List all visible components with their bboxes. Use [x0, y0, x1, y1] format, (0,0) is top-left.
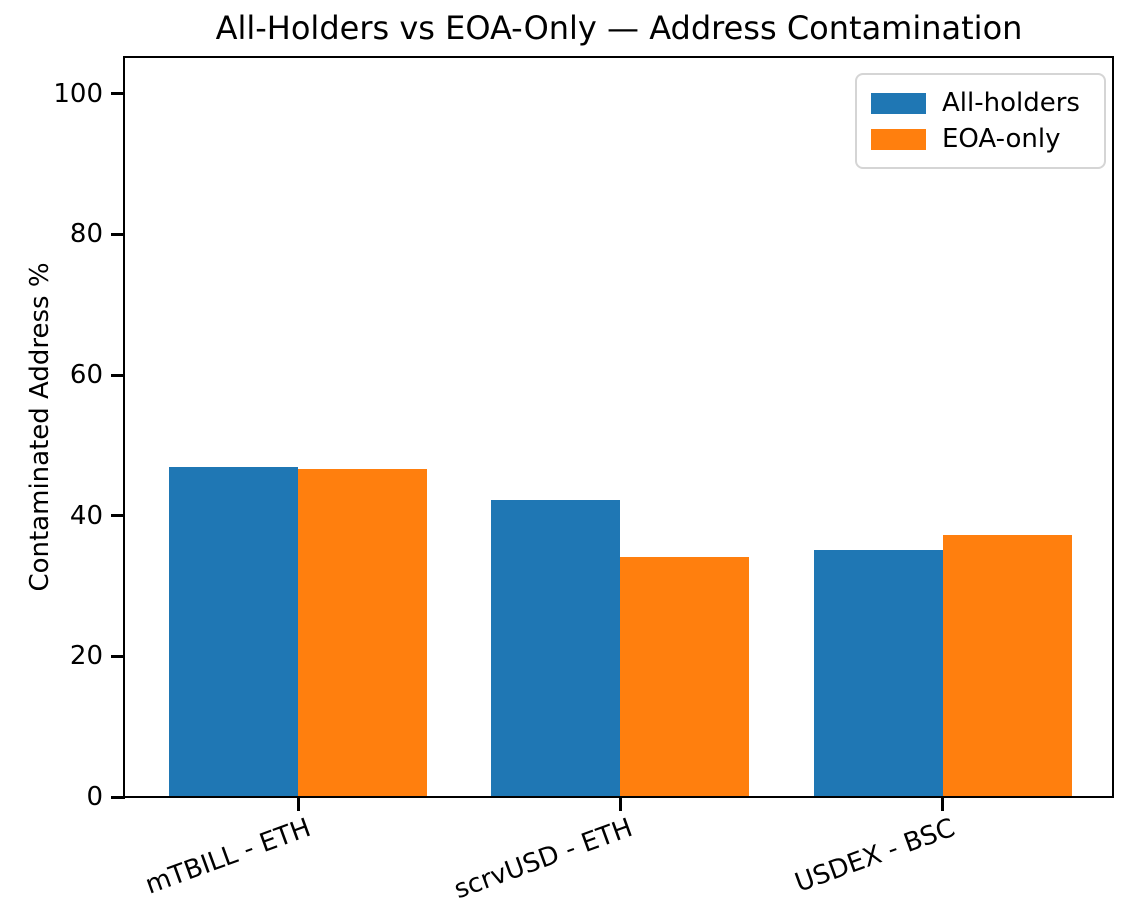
bar-eoa-only	[942, 534, 1072, 797]
legend: All-holders EOA-only	[855, 73, 1106, 169]
chart-title: All-Holders vs EOA-Only — Address Contam…	[215, 9, 1023, 47]
y-tick-label: 0	[86, 782, 103, 812]
y-tick-mark	[111, 373, 125, 377]
x-tick-label: scrvUSD - ETH	[450, 813, 637, 906]
legend-label: All-holders	[942, 88, 1080, 118]
legend-item-eoa-only: EOA-only	[871, 124, 1090, 154]
bar-all-holders	[813, 550, 943, 797]
bar-all-holders	[491, 499, 620, 797]
bar-all-holders	[169, 466, 298, 797]
x-tick-mark	[941, 797, 944, 811]
y-tick-label: 100	[53, 78, 103, 109]
legend-label: EOA-only	[942, 124, 1061, 154]
legend-swatch-all-holders	[871, 92, 926, 114]
y-tick-mark	[111, 92, 125, 96]
x-tick-mark	[296, 797, 300, 811]
x-tick-mark	[618, 797, 622, 811]
legend-swatch-eoa-only	[871, 128, 926, 150]
x-tick-label: mTBILL - ETH	[140, 813, 315, 901]
y-tick-mark	[111, 654, 125, 658]
y-tick-label: 80	[69, 219, 103, 250]
y-tick-label: 40	[69, 500, 103, 531]
y-tick-mark	[111, 232, 125, 236]
y-tick-label: 20	[69, 641, 103, 672]
y-tick-mark	[111, 795, 125, 799]
y-tick-label: 60	[69, 360, 103, 391]
bar-eoa-only	[620, 556, 749, 797]
x-tick-label: USDEX - BSC	[790, 813, 959, 899]
y-axis-label: Contaminated Address %	[25, 262, 55, 592]
y-tick-mark	[111, 514, 125, 518]
legend-item-all-holders: All-holders	[871, 88, 1090, 118]
bar-eoa-only	[298, 469, 427, 797]
